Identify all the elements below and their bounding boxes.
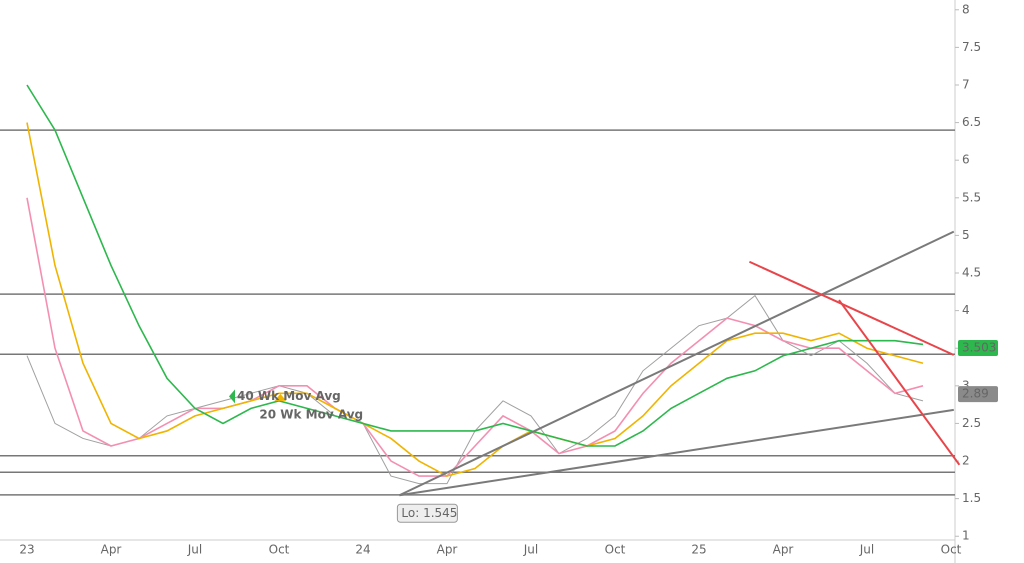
price-tag-label: 2.89 <box>962 387 989 401</box>
y-tick-label: 1.5 <box>962 491 981 505</box>
x-tick-label: Apr <box>101 543 122 557</box>
x-tick-label: Jul <box>187 543 202 557</box>
y-tick-label: 2 <box>962 454 970 468</box>
y-tick-label: 7 <box>962 77 970 91</box>
series-label: 40 Wk Mov Avg <box>237 389 341 403</box>
trend-line <box>748 260 955 356</box>
series-line <box>26 122 924 477</box>
y-tick-label: 1 <box>962 529 970 543</box>
series-line <box>26 197 924 477</box>
y-tick-label: 7.5 <box>962 40 981 54</box>
trend-line <box>398 230 955 497</box>
y-tick-label: 3 <box>962 378 970 392</box>
y-tick-label: 8 <box>962 2 970 16</box>
x-tick-label: Oct <box>269 543 290 557</box>
series-label: 20 Wk Mov Avg <box>259 407 363 421</box>
x-tick-label: Oct <box>941 543 962 557</box>
y-tick-label: 6 <box>962 153 970 167</box>
trend-line <box>399 408 954 497</box>
price-tag <box>958 339 998 356</box>
price-tag <box>958 386 998 403</box>
y-tick-label: 6.5 <box>962 115 981 129</box>
series-line <box>26 84 924 447</box>
x-tick-label: Oct <box>605 543 626 557</box>
annotation-text: Lo: 1.545 <box>401 506 457 520</box>
trend-line <box>838 299 961 466</box>
x-tick-label: 23 <box>19 543 34 557</box>
y-tick-label: 5.5 <box>962 190 981 204</box>
label-marker <box>229 389 235 404</box>
annotation-box <box>396 503 458 523</box>
y-tick-label: 2.5 <box>962 416 981 430</box>
x-tick-label: Apr <box>437 543 458 557</box>
x-tick-label: Jul <box>859 543 874 557</box>
y-tick-label: 5 <box>962 228 970 242</box>
y-tick-label: 4 <box>962 303 970 317</box>
label-marker <box>274 393 287 401</box>
x-tick-label: 24 <box>355 543 370 557</box>
y-tick-label: 4.5 <box>962 266 981 280</box>
x-tick-label: Apr <box>773 543 794 557</box>
x-tick-label: Jul <box>523 543 538 557</box>
price-tag-label: 3.503 <box>962 340 996 354</box>
x-tick-label: 25 <box>691 543 706 557</box>
